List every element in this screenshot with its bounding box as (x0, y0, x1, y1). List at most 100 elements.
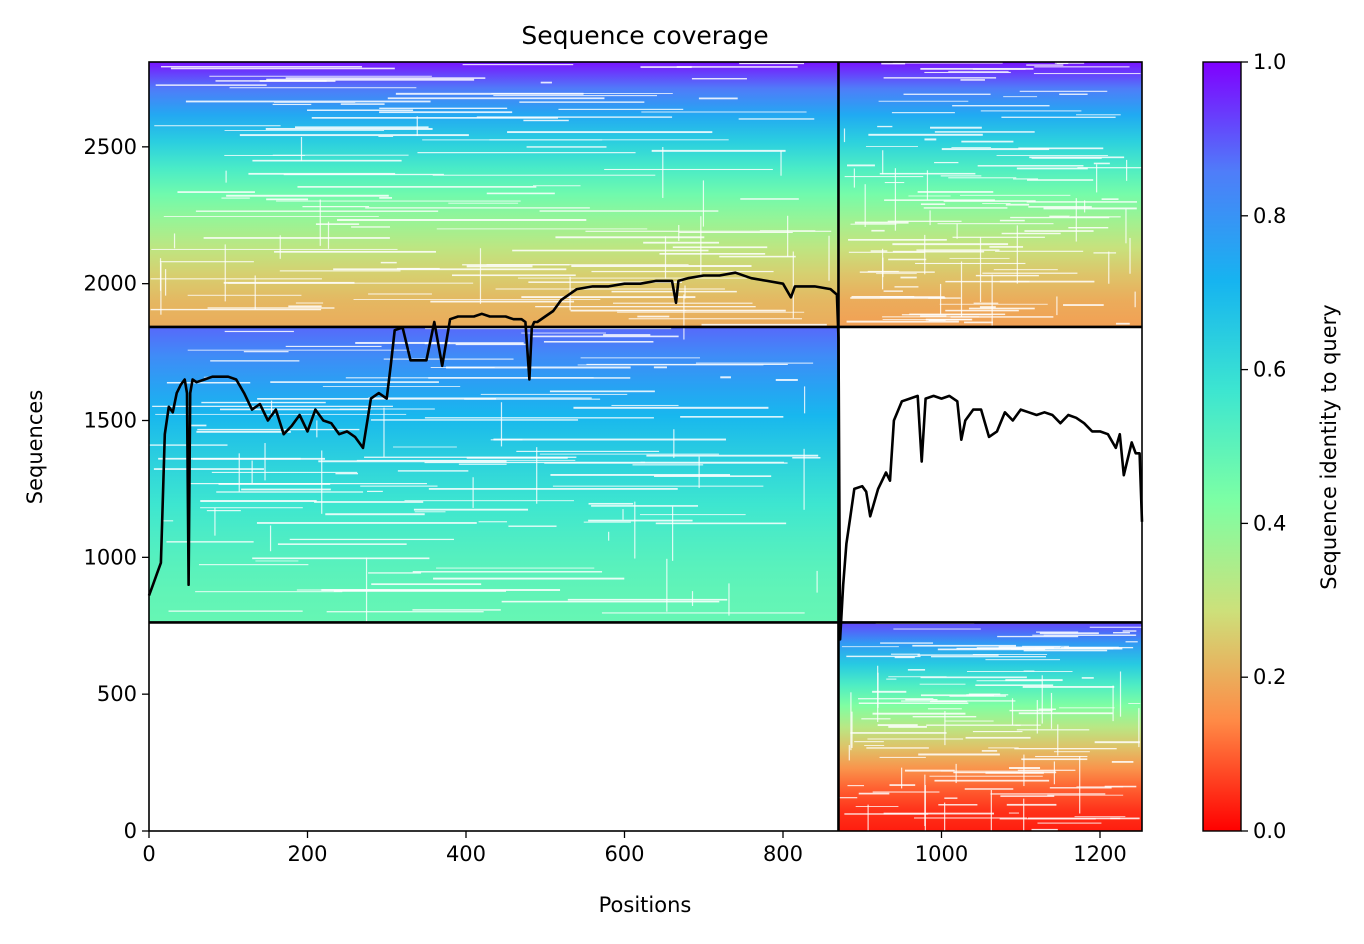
gap-streak (892, 62, 1003, 64)
gap-streak (1017, 769, 1076, 771)
gap-streak (512, 249, 709, 252)
gap-streak (909, 313, 1006, 316)
gap-streak (1018, 147, 1104, 150)
gap-streak (210, 360, 300, 362)
gap-streak (224, 154, 305, 156)
gap-streak (679, 232, 793, 234)
gap-streak (676, 66, 798, 68)
gap-streak (307, 109, 414, 111)
gap-streak (152, 405, 393, 407)
gap-streak (380, 261, 397, 264)
x-axis-label: Positions (599, 893, 692, 917)
gap-column (828, 235, 830, 281)
gap-streak (858, 792, 890, 795)
gap-streak (949, 257, 1010, 259)
gap-streak (523, 119, 569, 122)
gap-streak (314, 501, 424, 503)
gap-streak (915, 262, 1026, 265)
gap-streak (628, 318, 803, 320)
gap-streak (1005, 679, 1063, 682)
gap-streak (1022, 686, 1115, 688)
gap-column (214, 507, 216, 536)
gap-streak (185, 100, 431, 103)
gap-streak (672, 246, 768, 249)
gap-streak (878, 100, 969, 102)
colorbar-tick-label: 1.0 (1253, 50, 1286, 74)
gap-streak (321, 589, 561, 591)
colorbar-tick-label: 0.2 (1253, 665, 1286, 689)
gap-streak (952, 105, 1050, 107)
gap-streak (893, 628, 981, 630)
gap-streak (905, 698, 938, 701)
gap-streak (239, 134, 469, 137)
gap-streak (252, 557, 430, 560)
gap-streak (879, 756, 926, 758)
gap-streak (276, 200, 521, 202)
gap-streak (973, 302, 999, 304)
gap-streak (436, 228, 648, 230)
coverage-block-chain-B-group-1 (838, 622, 1142, 831)
gap-streak (490, 439, 523, 441)
gap-streak (571, 265, 752, 267)
gap-streak (916, 249, 1000, 251)
gap-streak (968, 693, 1001, 696)
gap-streak (151, 248, 398, 250)
gap-streak (448, 202, 519, 204)
x-tick-label: 1000 (915, 842, 968, 866)
gap-streak (1093, 252, 1117, 254)
alignment-gaps (149, 62, 1142, 865)
gap-column (264, 443, 266, 481)
gap-streak (1081, 677, 1094, 679)
gap-streak (297, 186, 537, 188)
gap-column (882, 257, 884, 278)
gap-streak (908, 195, 951, 197)
gap-streak (938, 804, 978, 806)
gap-streak (1008, 812, 1020, 814)
gap-streak (528, 281, 683, 283)
gap-streak (283, 173, 444, 176)
gap-streak (486, 264, 689, 266)
gap-streak (195, 591, 343, 593)
gap-column (225, 170, 227, 183)
gap-streak (558, 108, 684, 110)
gap-streak (872, 690, 907, 693)
gap-streak (892, 250, 985, 253)
gap-streak (850, 223, 897, 225)
gap-streak (295, 302, 324, 304)
gap-streak (424, 342, 524, 345)
gap-streak (395, 92, 584, 95)
gap-streak (580, 357, 701, 359)
gap-streak (1049, 787, 1112, 789)
y-tick-label: 1500 (84, 409, 137, 433)
gap-streak (289, 538, 454, 541)
gap-streak (850, 297, 946, 299)
colorbar-label: Sequence identity to query (1317, 304, 1341, 589)
gap-column (270, 400, 273, 419)
plot-frame (148, 61, 1143, 832)
gap-streak (964, 321, 994, 324)
colorbar-tick-label: 0.4 (1253, 511, 1286, 535)
gap-streak (920, 67, 1034, 70)
gap-streak (1019, 90, 1108, 92)
gap-streak (226, 194, 389, 197)
gap-streak (379, 107, 508, 109)
gap-streak (198, 564, 309, 566)
gap-streak (567, 598, 728, 601)
gap-streak (894, 286, 919, 288)
gap-streak (266, 198, 309, 201)
gap-streak (1070, 216, 1121, 218)
gap-column (848, 745, 850, 761)
gap-streak (892, 243, 1009, 246)
gap-column (1084, 200, 1086, 213)
gap-streak (154, 125, 281, 127)
gap-column (673, 429, 675, 458)
gap-streak (539, 453, 719, 455)
gap-streak (379, 111, 513, 114)
gap-streak (888, 258, 927, 261)
gap-streak (975, 274, 1039, 277)
gap-streak (360, 485, 438, 487)
gap-streak (604, 168, 773, 171)
gap-streak (939, 303, 1048, 305)
gap-streak (296, 589, 390, 591)
gap-streak (150, 308, 322, 311)
